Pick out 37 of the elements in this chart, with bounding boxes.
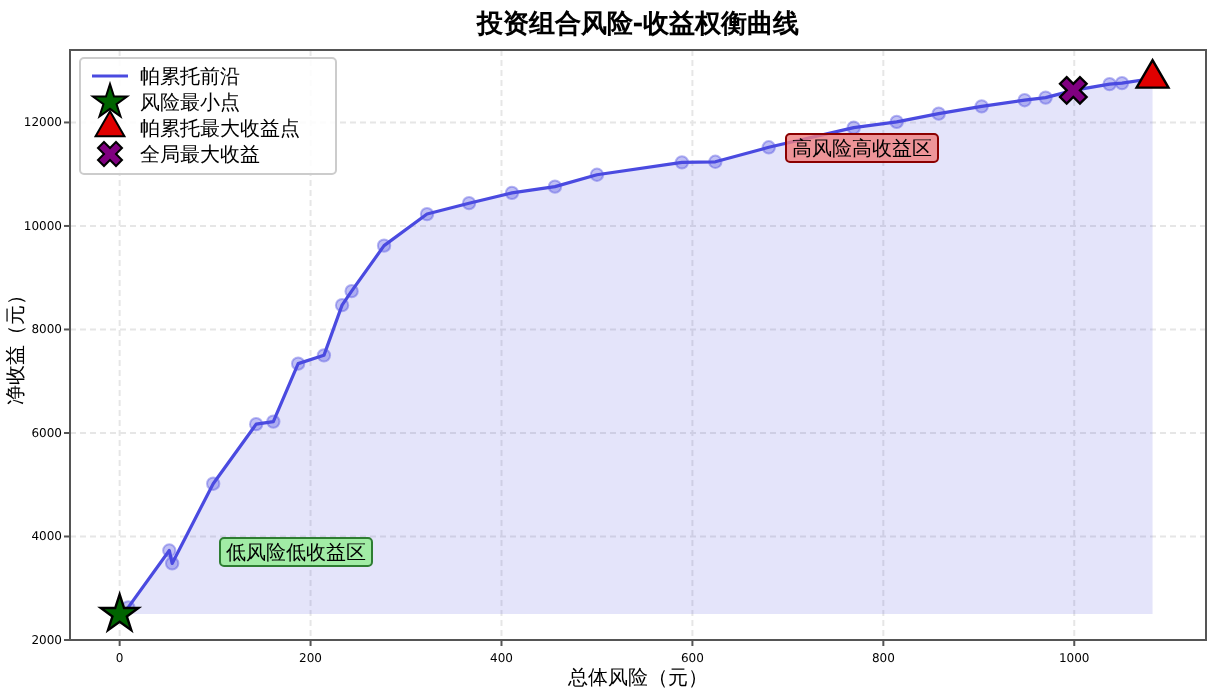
point (708, 154, 723, 169)
x-axis-title: 总体风险（元） (566, 666, 708, 688)
point (206, 476, 221, 491)
point (504, 185, 520, 201)
legend-label: 帕累托最大收益点 (140, 117, 300, 141)
point (1114, 75, 1130, 91)
legend-label: 风险最小点 (140, 91, 240, 115)
point (1017, 93, 1032, 108)
point (1102, 76, 1117, 92)
point (974, 99, 989, 114)
point (248, 417, 264, 432)
point (164, 556, 180, 571)
point (931, 106, 946, 121)
point (547, 179, 563, 194)
point (344, 284, 359, 299)
point (761, 140, 776, 155)
y-axis-title: 净收益（元） (4, 285, 28, 405)
point (846, 120, 861, 135)
point (334, 297, 350, 313)
annotation: 高风险高收益区 (792, 137, 932, 161)
point (1038, 90, 1053, 105)
point (589, 167, 605, 182)
legend-label: 帕累托前沿 (140, 65, 240, 89)
annotation: 低风险低收益区 (226, 541, 366, 565)
chart-title: 投资组合风险-收益权衡曲线 (474, 8, 800, 40)
point (674, 155, 690, 170)
point (162, 543, 177, 558)
point (290, 356, 306, 371)
point (316, 348, 332, 363)
point (266, 414, 281, 429)
legend-label: 全局最大收益 (140, 143, 260, 167)
point (461, 196, 477, 211)
point (99, 593, 140, 632)
point (419, 206, 435, 222)
point (1058, 75, 1088, 105)
point (376, 238, 392, 253)
point (889, 114, 904, 130)
